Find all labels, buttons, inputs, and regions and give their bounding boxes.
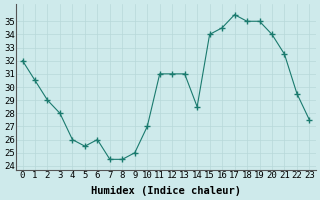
X-axis label: Humidex (Indice chaleur): Humidex (Indice chaleur)	[91, 186, 241, 196]
